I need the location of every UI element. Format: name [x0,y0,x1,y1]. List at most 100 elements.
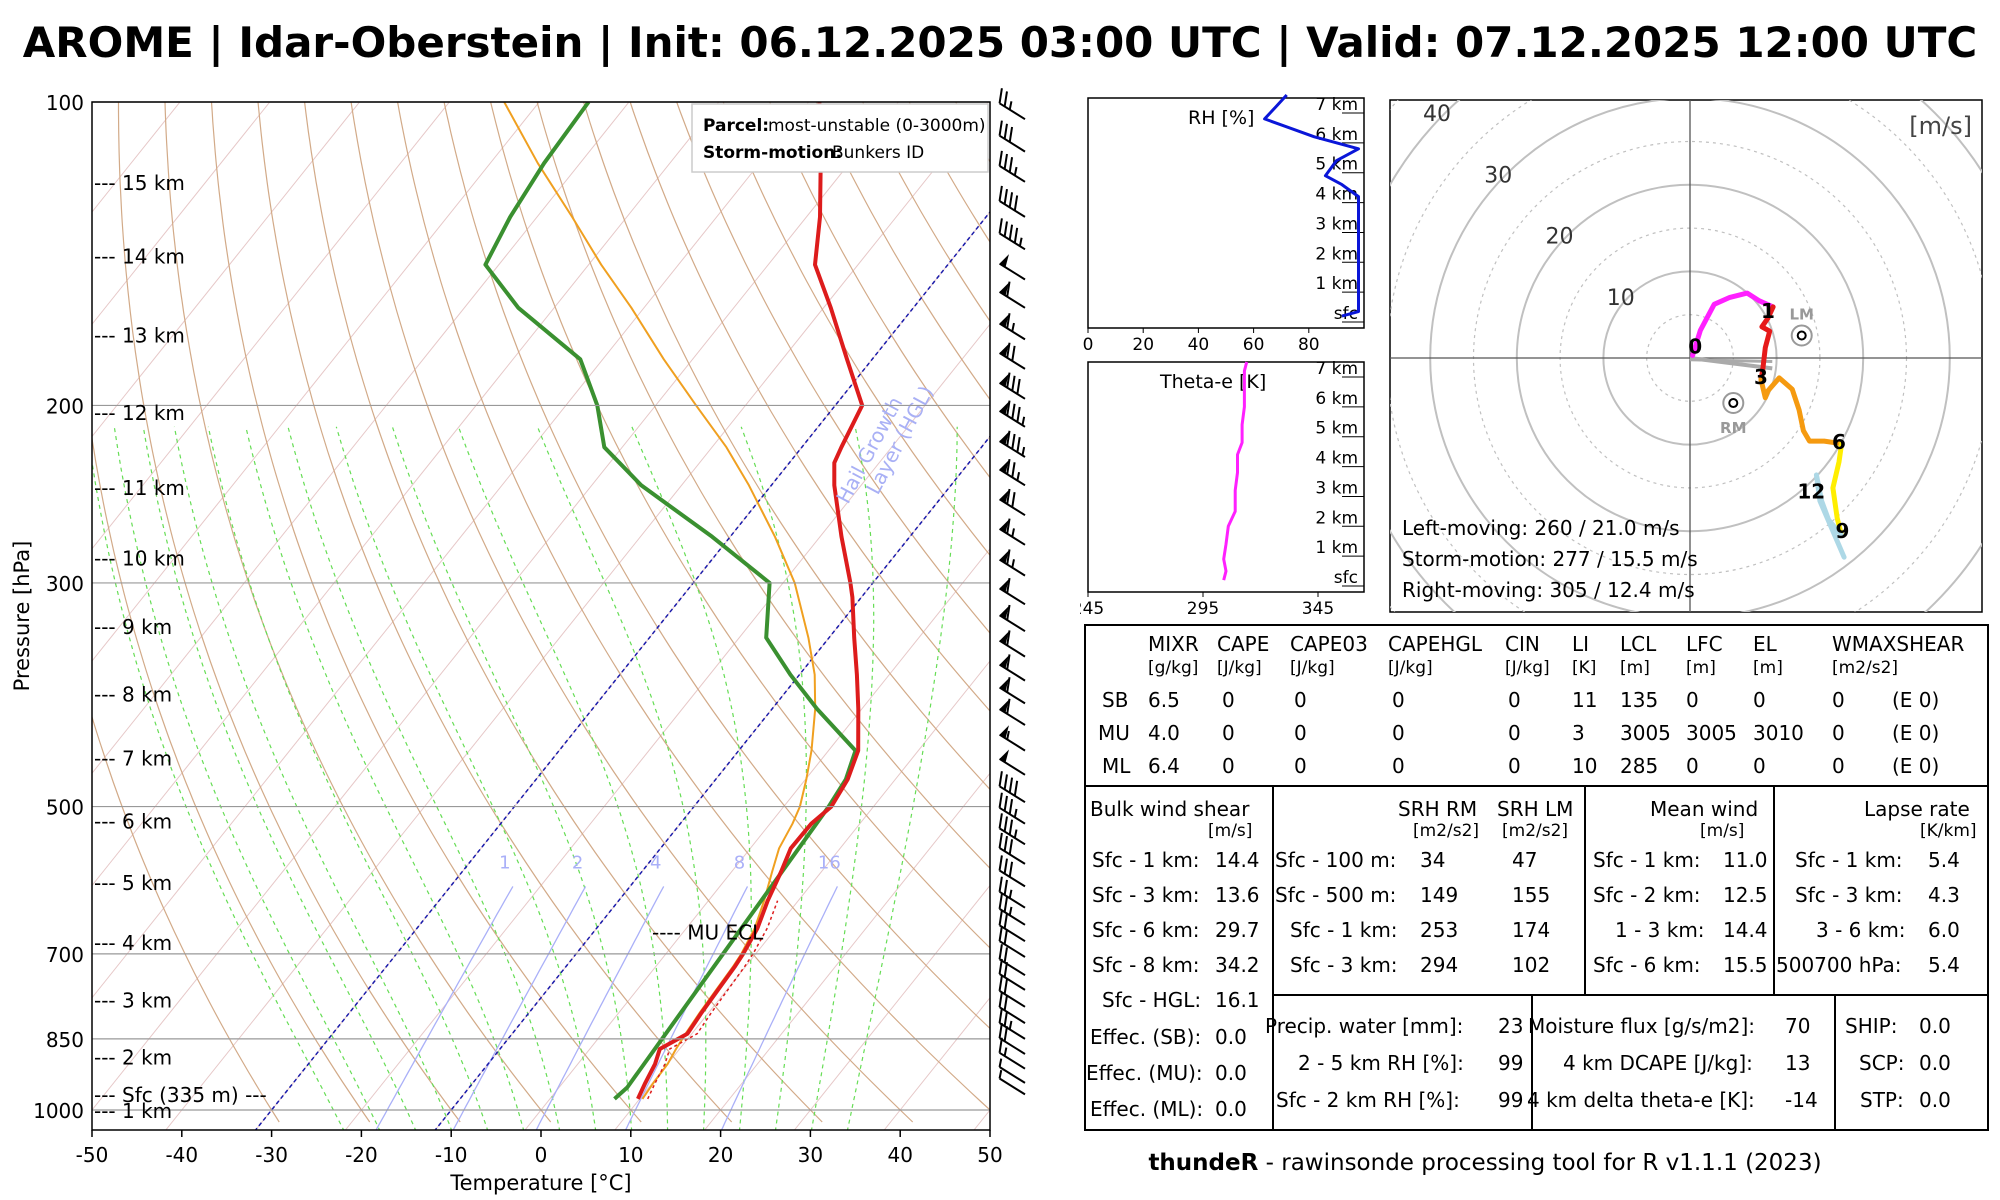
param-cell: 0 [1294,721,1307,745]
height-marker: 12 [1797,479,1825,503]
height-tick-label: 6 km [1315,389,1358,409]
srh-rm-title: SRH RM [1398,797,1478,821]
barb-half-flag [1008,906,1013,916]
barb-staff [999,708,1026,726]
param-cell: 0 [1753,754,1766,778]
barb-staff [999,200,1026,218]
height-tick-label: 3 km [1315,214,1358,234]
mean-title: Mean wind [1650,797,1759,821]
moist-adiabat-line [113,426,381,1130]
barb-flag [1003,835,1008,852]
x-tick-label: -50 [76,1143,109,1167]
height-label: --- 14 km [94,245,185,269]
barb-staff [999,1051,1026,1070]
dry-adiabat-line [304,102,823,1123]
bulk-label: Sfc - 1 km: [1092,848,1200,872]
barb-half-flag [1011,322,1015,332]
height-label: --- 10 km [94,546,185,570]
barb-staff [999,686,1026,705]
barb-flag [998,185,1003,202]
isotherm-line [614,660,990,1130]
barb-flag [998,910,1003,926]
isotherm-line [92,102,540,662]
x-tick-label: 0 [1083,335,1094,355]
height-marker: 1 [1761,299,1775,323]
virtual-temperature-line [647,900,779,1100]
barb-half-flag [998,1069,1003,1079]
barb-flag [1003,795,1008,812]
legend-storm-value: Bunkers ID [832,143,924,163]
mean-label: Sfc - 2 km: [1593,883,1701,907]
moisture-label: Sfc - 2 km RH [%]: [1276,1088,1460,1112]
wind-barb [998,944,1026,977]
pressure-tick-label: 300 [46,572,84,596]
lapse-value: 5.4 [1928,848,1960,872]
ring-label: 40 [1423,102,1451,127]
table-border [1084,624,1989,1131]
barb-pennant [999,343,1009,357]
param-unit: [m] [1620,658,1650,678]
barb-pennant [999,254,1009,268]
barb-flag [1008,839,1014,855]
barb-pennant [999,373,1009,387]
param-cell: 11 [1572,688,1598,712]
bulk-value: 0.0 [1215,1025,1247,1049]
srh-unit: [m2/s2] [1502,821,1569,841]
moist-adiabat-line [631,426,752,1130]
srh-unit: [m2/s2] [1413,821,1480,841]
dry-adiabat-line [92,434,371,1123]
param-cell: 4.0 [1148,721,1180,745]
lapse-label: Sfc - 3 km: [1795,883,1903,907]
lapse-title: Lapse rate [1864,797,1970,821]
barb-pennant [999,749,1009,763]
dry-adiabat-line [536,102,990,870]
barb-half-flag [1003,1047,1008,1057]
isotherm-line [165,102,989,1130]
wind-barb [999,313,1026,341]
barb-flag [998,893,1003,910]
tool-version: - rawinsonde processing tool for R v1.1.… [1258,1150,1822,1176]
barb-flag [998,120,1003,136]
height-label: --- 7 km [94,747,172,771]
dry-adiabat-line [164,102,552,1123]
flux-value: -14 [1785,1088,1818,1112]
wind-barbs [998,88,1026,1096]
height-marker: 9 [1835,519,1849,543]
dry-adiabat-line [350,102,914,1123]
composite-value: 0.0 [1919,1051,1951,1075]
bulk-label: Effec. (MU): [1086,1061,1203,1085]
height-label: --- 2 km [94,1046,172,1070]
hodograph: 10 20 30 40 0 1 3 6 9 12 LM RM [m/s] Left-moving: 260… [1389,99,1983,613]
storm-marker-dot [1796,330,1807,341]
wind-barb [999,604,1026,633]
barb-flag [1006,549,1011,565]
wind-barb [999,254,1026,281]
barb-pennant [999,631,1009,645]
param-cell: 0 [1222,754,1235,778]
barb-flag [1003,221,1008,237]
wind-barb [999,400,1026,428]
barb-pennant [999,678,1009,692]
wind-barb [999,677,1026,705]
height-label: --- 9 km [94,615,172,639]
height-tick-label: 5 km [1315,155,1358,175]
hgl-label: Hail GrowthLayer (HGL) [831,371,938,517]
wind-barb [998,910,1026,943]
dry-adiabat-line [862,102,990,323]
barb-half-flag [1011,528,1015,538]
x-tick-label: 30 [798,1143,823,1167]
x-tick-label: -10 [435,1143,468,1167]
wind-barb [998,88,1026,121]
param-unit: [J/kg] [1217,658,1262,678]
param-unit: [J/kg] [1505,658,1550,678]
dry-adiabat-line [257,102,733,1123]
moist-adiabat-line [335,426,597,1130]
mixing-ratio-label: 1 [499,852,510,873]
barb-flag [1006,458,1011,475]
barb-half-flag [998,1058,1003,1068]
mean-value: 14.4 [1723,918,1768,942]
bulk-value: 29.7 [1215,918,1260,942]
barb-flag [1011,433,1016,450]
bulk-value: 0.0 [1215,1061,1247,1085]
moisture-value: 23 [1498,1014,1524,1038]
